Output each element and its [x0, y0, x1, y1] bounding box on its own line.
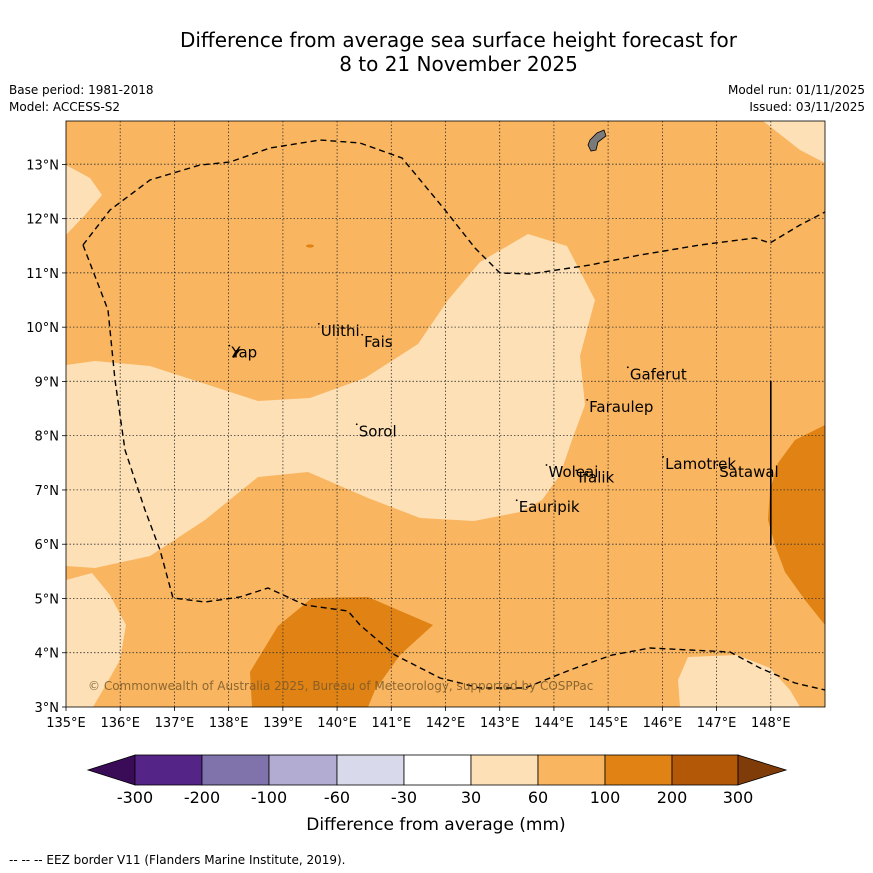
lon-tick-label: 139°E — [263, 716, 303, 731]
place-label-ulithi: Ulithi — [321, 322, 360, 340]
lon-axis: 135°E 136°E 137°E 138°E 139°E 140°E 141°E 142°E… — [46, 707, 791, 731]
colorbar-ticks: -300 -200 -100 -60 -30 30 60 100 200 300 — [117, 788, 753, 807]
band-30-60-ne — [763, 121, 825, 163]
meta-left: Base period: 1981-2018 Model: ACCESS-S2 — [9, 82, 154, 116]
lat-tick-label: 10°N — [26, 321, 59, 336]
place-label-yap: Yap — [230, 344, 257, 362]
place-marker — [355, 423, 358, 426]
place-label-woleai: Woleai — [549, 463, 599, 481]
place-label-faraulep: Faraulep — [589, 398, 653, 416]
place-label-fais: Fais — [364, 333, 393, 351]
lat-tick-label: 11°N — [26, 267, 59, 282]
lon-tick-label: 146°E — [643, 716, 683, 731]
guam-island — [587, 129, 607, 152]
band-30-60-nw — [66, 165, 102, 235]
lat-tick-label: 4°N — [35, 647, 60, 662]
place-label-satawal: Satawal — [719, 463, 778, 481]
cb-swatch-7 — [537, 754, 606, 786]
colorbar-tick-label: 100 — [590, 788, 621, 807]
lat-tick-label: 8°N — [35, 430, 60, 445]
lon-tick-label: 143°E — [480, 716, 520, 731]
colorbar-title: Difference from average (mm) — [306, 815, 565, 835]
colorbar-tick-label: -30 — [391, 788, 417, 807]
lon-tick-label: 148°E — [751, 716, 791, 731]
lat-tick-label: 5°N — [35, 592, 60, 607]
cb-swatch-5 — [403, 754, 472, 786]
colorbar-tick-label: -100 — [251, 788, 287, 807]
place-marker — [545, 464, 548, 466]
lat-tick-label: 12°N — [26, 213, 59, 228]
colorbar-tick-label: -200 — [184, 788, 220, 807]
lat-tick-label: 9°N — [35, 375, 60, 390]
lon-tick-label: 140°E — [317, 716, 357, 731]
lon-tick-label: 142°E — [426, 716, 466, 731]
cb-swatch-8 — [604, 754, 673, 786]
lon-tick-label: 141°E — [372, 716, 412, 731]
issued-date: Issued: 03/11/2025 — [749, 100, 865, 114]
lon-tick-label: 137°E — [155, 716, 195, 731]
place-label-sorol: Sorol — [359, 422, 397, 440]
band-30-60-sw — [66, 573, 126, 707]
place-marker — [716, 464, 719, 466]
lat-tick-label: 7°N — [35, 484, 60, 499]
place-marker — [361, 333, 364, 336]
cb-cap-low — [86, 754, 136, 786]
place-marker — [662, 455, 664, 458]
colorbar-tick-label: 300 — [723, 788, 754, 807]
cb-swatch-1 — [134, 754, 203, 786]
lon-tick-label: 147°E — [697, 716, 737, 731]
place-marker — [228, 344, 231, 347]
lon-tick-label: 144°E — [534, 716, 574, 731]
place-marker — [317, 322, 320, 325]
colorbar: -300 -200 -100 -60 -30 30 60 100 200 300 Differen… — [86, 754, 788, 835]
place-marker — [586, 398, 589, 401]
band-100-200-speck — [306, 244, 314, 248]
colorbar-tick-label: 30 — [461, 788, 481, 807]
cb-swatch-2 — [201, 754, 270, 786]
band-30-60-se — [678, 655, 800, 707]
colorbar-tick-label: 60 — [528, 788, 548, 807]
title-line-2: 8 to 21 November 2025 — [339, 52, 578, 76]
place-marker — [626, 366, 629, 369]
band-100-200-south — [250, 597, 433, 707]
lat-tick-label: 13°N — [26, 158, 59, 173]
lat-tick-label: 6°N — [35, 538, 60, 553]
band-30-60-central — [66, 234, 595, 568]
place-marker — [515, 499, 518, 502]
yap-island — [232, 349, 241, 358]
band-100-200-east — [768, 425, 825, 625]
cb-swatch-4 — [336, 754, 405, 786]
cb-swatch-3 — [268, 754, 338, 786]
footer-note: -- -- -- EEZ border V11 (Flanders Marine… — [9, 853, 346, 867]
lat-tick-label: 3°N — [35, 701, 60, 716]
cb-cap-high — [737, 754, 788, 786]
place-label-ifalik: Ifalik — [578, 468, 614, 486]
colorbar-tick-label: -60 — [324, 788, 350, 807]
lon-tick-label: 145°E — [588, 716, 628, 731]
meta-right: Model run: 01/11/2025 Issued: 03/11/2025 — [728, 82, 865, 116]
model-run: Model run: 01/11/2025 — [727, 83, 865, 97]
cb-swatch-9 — [671, 754, 739, 786]
lat-axis: 3°N 4°N 5°N 6°N 7°N 8°N 9°N 10°N 11°N 12°N 13°N — [26, 158, 66, 716]
chart-title: Difference from average sea surface heig… — [22, 28, 873, 76]
place-label-eauripik: Eauripik — [519, 498, 580, 516]
model-name: Model: ACCESS-S2 — [9, 100, 121, 114]
lon-tick-label: 135°E — [46, 716, 86, 731]
colorbar-tick-label: 200 — [657, 788, 688, 807]
base-period: Base period: 1981-2018 — [9, 83, 154, 97]
place-label-lamotrek: Lamotrek — [665, 455, 736, 473]
colorbar-tick-label: -300 — [117, 788, 153, 807]
lon-tick-label: 136°E — [100, 716, 140, 731]
lon-tick-label: 138°E — [209, 716, 249, 731]
place-label-gaferut: Gaferut — [630, 365, 687, 383]
eez-border — [82, 139, 825, 691]
map-grid — [66, 121, 825, 707]
copyright-text: © Commonwealth of Australia 2025, Bureau… — [88, 679, 593, 693]
cb-swatch-6 — [470, 754, 539, 786]
title-line-1: Difference from average sea surface heig… — [179, 28, 738, 52]
place-marker — [575, 469, 578, 472]
